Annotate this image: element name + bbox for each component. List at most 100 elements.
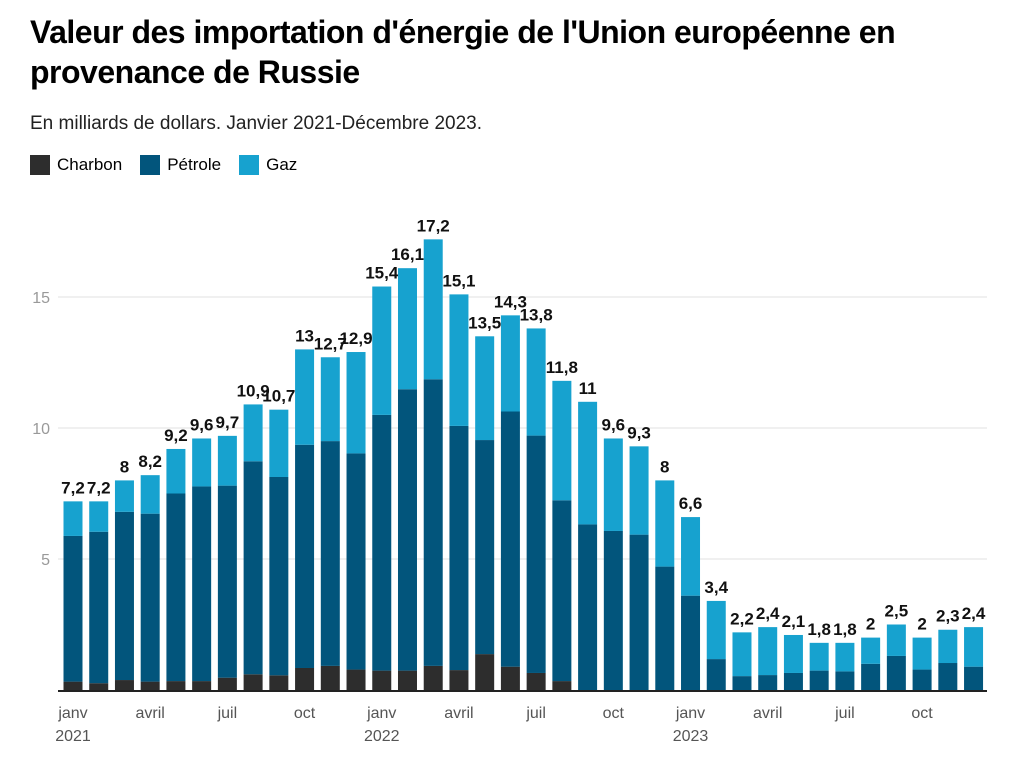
bar-segment-charbon <box>423 665 443 690</box>
x-tick-label: oct <box>911 705 933 722</box>
bar-segment-charbon <box>243 674 263 690</box>
bar-segment-charbon <box>449 670 469 690</box>
bar-segment-petrole <box>783 672 803 690</box>
bar-segment-petrole <box>861 663 881 690</box>
bar-segment-petrole <box>295 444 315 668</box>
bar-segment-petrole <box>578 524 598 690</box>
bar-segment-gaz <box>269 409 289 477</box>
data-label: 15,1 <box>442 271 475 290</box>
bar-segment-gaz <box>732 632 752 677</box>
bar-segment-gaz <box>526 328 546 436</box>
bar-segment-petrole <box>706 659 726 690</box>
bar-segment-gaz <box>552 380 572 501</box>
bar-segment-petrole <box>603 530 623 690</box>
bar-segment-petrole <box>397 389 417 671</box>
data-label: 17,2 <box>417 216 450 235</box>
data-label: 2,5 <box>885 602 909 621</box>
data-label: 2,4 <box>962 604 986 623</box>
bar-segment-petrole <box>552 500 572 682</box>
data-label: 13,5 <box>468 313 501 332</box>
data-label: 7,2 <box>61 478 85 497</box>
bar-segment-charbon <box>397 670 417 690</box>
x-tick-label: janv <box>57 705 87 722</box>
x-tick-label: juil <box>525 705 546 722</box>
bar-segment-charbon <box>269 675 289 690</box>
bar-segment-petrole <box>835 671 855 690</box>
bar-segment-petrole <box>449 425 469 671</box>
bar-segment-gaz <box>475 336 495 441</box>
legend-item-gaz: Gaz <box>239 155 297 175</box>
bar-segment-gaz <box>861 637 881 664</box>
bar-segment-petrole <box>758 675 778 690</box>
chart-subtitle: En milliards de dollars. Janvier 2021-Dé… <box>30 113 483 134</box>
bar-segment-gaz <box>423 239 443 380</box>
x-tick-label: janv <box>675 705 705 722</box>
data-label: 9,2 <box>164 426 188 445</box>
legend-swatch-charbon <box>30 155 50 175</box>
bar-segment-gaz <box>603 438 623 531</box>
bar-segment-petrole <box>526 435 546 673</box>
bar-segment-gaz <box>192 438 212 487</box>
bar-segment-petrole <box>346 453 366 670</box>
bar-segment-petrole <box>372 414 392 671</box>
x-tick-year: 2021 <box>55 728 91 745</box>
bar-segment-gaz <box>964 627 984 667</box>
data-label: 12,7 <box>314 334 347 353</box>
data-label: 6,6 <box>679 494 703 513</box>
data-label: 2 <box>866 615 875 634</box>
bar-segment-gaz <box>655 480 675 567</box>
bar-segment-petrole <box>423 379 443 666</box>
data-label: 14,3 <box>494 292 527 311</box>
x-tick-label: avril <box>444 705 473 722</box>
data-label: 2,2 <box>730 609 754 628</box>
data-label: 13,8 <box>520 305 553 324</box>
bar-segment-gaz <box>166 448 186 494</box>
bar-segment-gaz <box>758 627 778 676</box>
bar-segment-petrole <box>732 676 752 690</box>
bar-segment-gaz <box>629 446 649 535</box>
bar-segment-charbon <box>217 677 237 690</box>
bar-segment-gaz <box>372 286 392 415</box>
bar-segment-charbon <box>475 654 495 690</box>
bar-segment-gaz <box>835 642 855 672</box>
bar-segment-charbon <box>140 681 160 690</box>
data-label: 11,8 <box>546 358 578 377</box>
bar-segment-gaz <box>346 352 366 454</box>
bar-segment-petrole <box>140 513 160 682</box>
x-tick-label: oct <box>294 705 316 722</box>
y-tick-label: 15 <box>32 290 50 307</box>
bar-segment-charbon <box>192 681 212 690</box>
bar-segment-charbon <box>552 681 572 690</box>
x-tick-label: juil <box>834 705 855 722</box>
x-tick-year: 2023 <box>673 728 709 745</box>
bar-segment-gaz <box>681 517 701 596</box>
data-label: 15,4 <box>365 264 399 283</box>
x-tick-year: 2022 <box>364 728 400 745</box>
bar-segment-gaz <box>243 404 263 462</box>
legend-item-petrole: Pétrole <box>140 155 221 175</box>
data-label: 10,7 <box>262 387 295 406</box>
bar-segment-charbon <box>372 670 392 690</box>
bar-segment-charbon <box>89 683 109 690</box>
bar-segment-petrole <box>217 485 237 678</box>
bar-segment-petrole <box>269 476 289 676</box>
x-tick-label: avril <box>753 705 782 722</box>
bar-segment-charbon <box>114 680 134 690</box>
bar-segment-petrole <box>964 666 984 690</box>
legend-label-petrole: Pétrole <box>167 155 222 174</box>
y-tick-label: 5 <box>41 552 50 569</box>
y-tick-label: 10 <box>32 421 50 438</box>
bar-segment-gaz <box>449 294 469 426</box>
data-label: 9,6 <box>190 415 214 434</box>
bar-segment-petrole <box>655 566 675 690</box>
data-label: 11 <box>579 379 597 398</box>
bar-segment-gaz <box>295 349 315 445</box>
data-label: 8 <box>120 457 129 476</box>
legend-swatch-gaz <box>239 155 260 175</box>
x-tick-label: janv <box>366 705 396 722</box>
x-tick-label: juil <box>217 705 238 722</box>
bar-segment-gaz <box>938 629 958 664</box>
chart-title: Valeur des importation d'énergie de l'Un… <box>30 14 896 90</box>
bar-segment-gaz <box>114 480 134 512</box>
